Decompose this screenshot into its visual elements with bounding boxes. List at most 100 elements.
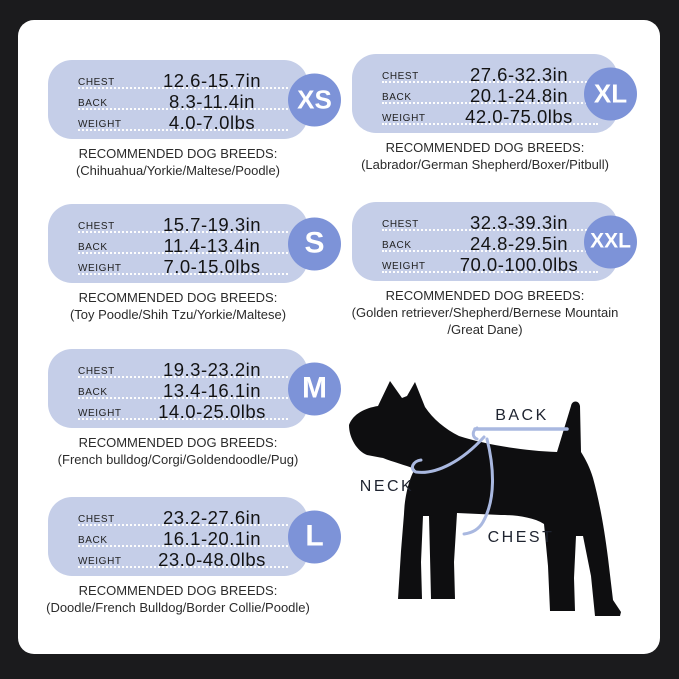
back-value: 11.4-13.4in	[163, 234, 261, 256]
measurement-row: WEIGHT 23.0-48.0lbs	[78, 548, 292, 569]
dotted-leader	[382, 271, 598, 273]
weight-label: WEIGHT	[78, 119, 122, 130]
recommended-breeds: RECOMMENDED DOG BREEDS: (Labrador/German…	[320, 139, 650, 173]
measurement-row: WEIGHT 42.0-75.0lbs	[382, 105, 602, 126]
breeds-list: (Labrador/German Shepherd/Boxer/Pitbull)	[361, 157, 609, 173]
chest-label: CHEST	[78, 221, 115, 232]
chest-value: 23.2-27.6in	[162, 506, 262, 528]
size-badge: XXL	[584, 215, 637, 268]
weight-label: WEIGHT	[78, 556, 122, 567]
weight-label: WEIGHT	[78, 408, 122, 419]
chest-label: CHEST	[78, 77, 115, 88]
dotted-leader	[78, 376, 288, 378]
measurement-card: CHEST 15.7-19.3in BACK 11.4-13.4in WEIGH…	[48, 204, 341, 283]
dog-silhouette-icon	[349, 381, 621, 616]
measurement-row: BACK 8.3-11.4in	[78, 90, 292, 111]
neck-measure-line	[410, 435, 486, 474]
size-card-xl: CHEST 27.6-32.3in BACK 20.1-24.8in WEIGH…	[352, 54, 637, 172]
measurement-card: CHEST 19.3-23.2in BACK 13.4-16.1in WEIGH…	[48, 349, 341, 428]
measurement-row: WEIGHT 14.0-25.0lbs	[78, 400, 292, 421]
size-card-xxl: CHEST 32.3-39.3in BACK 24.8-29.5in WEIGH…	[352, 202, 637, 337]
dotted-leader	[78, 524, 288, 526]
measurement-row: BACK 11.4-13.4in	[78, 234, 292, 255]
back-value: 20.1-24.8in	[469, 84, 569, 106]
dotted-leader	[382, 123, 598, 125]
measurement-row: BACK 20.1-24.8in	[382, 84, 602, 105]
dotted-leader	[78, 231, 288, 233]
dotted-leader	[78, 566, 288, 568]
breeds-title: RECOMMENDED DOG BREEDS:	[78, 146, 278, 161]
dog-measurement-diagram: BACK NECK CHEST	[349, 381, 621, 616]
dotted-leader	[78, 397, 288, 399]
weight-value: 42.0-75.0lbs	[465, 105, 573, 127]
weight-value: 14.0-25.0lbs	[158, 400, 266, 422]
size-badge: S	[288, 217, 341, 270]
back-label: BACK	[78, 535, 108, 546]
chest-value: 32.3-39.3in	[469, 211, 569, 233]
size-chart-panel: CHEST 12.6-15.7in BACK 8.3-11.4in WEIGHT…	[18, 20, 660, 654]
measurement-row: CHEST 15.7-19.3in	[78, 213, 292, 234]
dotted-leader	[382, 250, 598, 252]
measurement-row: BACK 13.4-16.1in	[78, 379, 292, 400]
harness-hook-line	[471, 426, 479, 441]
size-badge: XL	[584, 67, 637, 120]
weight-label: WEIGHT	[78, 263, 122, 274]
measurement-row: CHEST 32.3-39.3in	[382, 211, 602, 232]
back-value: 8.3-11.4in	[169, 90, 255, 112]
size-badge: M	[288, 362, 341, 415]
measurement-card: CHEST 12.6-15.7in BACK 8.3-11.4in WEIGHT…	[48, 60, 341, 139]
back-value: 16.1-20.1in	[162, 527, 262, 549]
measurement-row: WEIGHT 7.0-15.0lbs	[78, 255, 292, 276]
dotted-leader	[78, 87, 288, 89]
dotted-leader	[78, 545, 288, 547]
chest-label: CHEST	[78, 514, 115, 525]
diagram-neck-label: NECK	[360, 478, 414, 495]
weight-label: WEIGHT	[382, 261, 426, 272]
dotted-leader	[78, 273, 288, 275]
chest-measure-line	[462, 437, 494, 536]
recommended-breeds: RECOMMENDED DOG BREEDS: (Doodle/French B…	[13, 582, 343, 616]
dotted-leader	[382, 102, 598, 104]
size-card-xs: CHEST 12.6-15.7in BACK 8.3-11.4in WEIGHT…	[48, 60, 341, 178]
breeds-list: (Chihuahua/Yorkie/Maltese/Poodle)	[75, 163, 281, 179]
size-card-m: CHEST 19.3-23.2in BACK 13.4-16.1in WEIGH…	[48, 349, 341, 467]
measurement-row: BACK 16.1-20.1in	[78, 527, 292, 548]
dotted-leader	[78, 129, 288, 131]
measurement-card: CHEST 32.3-39.3in BACK 24.8-29.5in WEIGH…	[352, 202, 637, 281]
measurement-row: CHEST 23.2-27.6in	[78, 506, 292, 527]
diagram-chest-label: CHEST	[488, 529, 555, 546]
breeds-list: (Golden retriever/Shepherd/Bernese Mount…	[351, 305, 619, 338]
dotted-leader	[78, 252, 288, 254]
chest-value: 27.6-32.3in	[469, 63, 569, 85]
dotted-leader	[78, 418, 288, 420]
measurement-card: CHEST 23.2-27.6in BACK 16.1-20.1in WEIGH…	[48, 497, 341, 576]
breeds-title: RECOMMENDED DOG BREEDS:	[78, 583, 278, 598]
chest-label: CHEST	[382, 219, 419, 230]
dotted-leader	[382, 229, 598, 231]
chest-label: CHEST	[382, 71, 419, 82]
recommended-breeds: RECOMMENDED DOG BREEDS: (French bulldog/…	[13, 434, 343, 468]
weight-value: 70.0-100.0lbs	[459, 253, 579, 275]
measurement-row: BACK 24.8-29.5in	[382, 232, 602, 253]
diagram-back-label: BACK	[495, 407, 549, 424]
size-card-l: CHEST 23.2-27.6in BACK 16.1-20.1in WEIGH…	[46, 497, 341, 615]
chest-value: 15.7-19.3in	[162, 213, 262, 235]
chest-label: CHEST	[78, 366, 115, 377]
measurement-row: WEIGHT 4.0-7.0lbs	[78, 111, 292, 132]
breeds-list: (French bulldog/Corgi/Goldendoodle/Pug)	[57, 452, 299, 468]
size-card-s: CHEST 15.7-19.3in BACK 11.4-13.4in WEIGH…	[48, 204, 341, 322]
breeds-title: RECOMMENDED DOG BREEDS:	[78, 435, 278, 450]
weight-label: WEIGHT	[382, 113, 426, 124]
weight-value: 7.0-15.0lbs	[163, 255, 261, 277]
breeds-list: (Toy Poodle/Shih Tzu/Yorkie/Maltese)	[69, 307, 287, 323]
size-badge: XS	[288, 73, 341, 126]
measurement-card: CHEST 27.6-32.3in BACK 20.1-24.8in WEIGH…	[352, 54, 637, 133]
measurement-row: WEIGHT 70.0-100.0lbs	[382, 253, 602, 274]
recommended-breeds: RECOMMENDED DOG BREEDS: (Toy Poodle/Shih…	[13, 289, 343, 323]
measurement-row: CHEST 19.3-23.2in	[78, 358, 292, 379]
back-label: BACK	[78, 387, 108, 398]
dotted-leader	[382, 81, 598, 83]
chest-value: 19.3-23.2in	[162, 358, 262, 380]
breeds-list: (Doodle/French Bulldog/Border Collie/Poo…	[46, 600, 310, 616]
back-value: 24.8-29.5in	[469, 232, 569, 254]
